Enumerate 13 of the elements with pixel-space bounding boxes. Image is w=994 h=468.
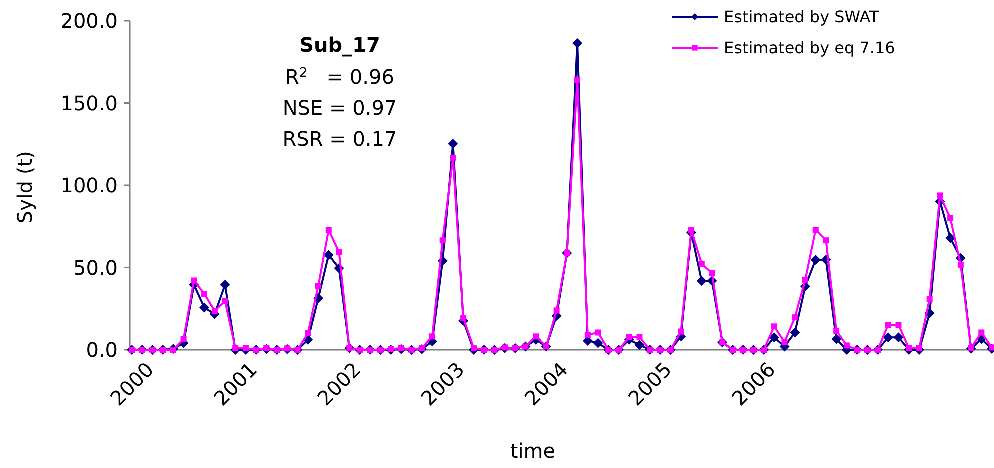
y-axis-title: Syld (t) bbox=[13, 151, 37, 224]
y-tick-label: 50.0 bbox=[73, 256, 118, 280]
legend-label: Estimated by SWAT bbox=[724, 8, 880, 27]
annotation: RSR = 0.17 bbox=[282, 127, 398, 151]
text: Sub_17 bbox=[300, 33, 380, 57]
annotation: NSE = 0.97 bbox=[282, 96, 398, 120]
legend-label: Estimated by eq 7.16 bbox=[724, 38, 896, 58]
x-axis-title: time bbox=[510, 439, 556, 463]
text: R$^{2}$ = 0.96 bbox=[286, 65, 394, 89]
y-tick-label: 150.0 bbox=[60, 91, 118, 116]
y-tick-label: 200.0 bbox=[60, 9, 118, 33]
y-tick-label: 100.0 bbox=[60, 174, 118, 198]
y-tick-label: 0.0 bbox=[86, 338, 118, 362]
